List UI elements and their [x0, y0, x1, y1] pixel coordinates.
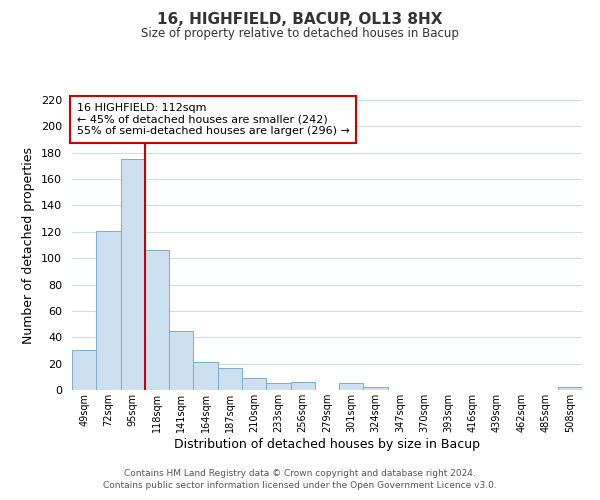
- Bar: [121, 160, 145, 390]
- Bar: [218, 368, 242, 390]
- Text: 16, HIGHFIELD, BACUP, OL13 8HX: 16, HIGHFIELD, BACUP, OL13 8HX: [157, 12, 443, 28]
- Bar: [169, 330, 193, 390]
- Bar: [96, 230, 121, 390]
- X-axis label: Distribution of detached houses by size in Bacup: Distribution of detached houses by size …: [174, 438, 480, 450]
- Bar: [266, 384, 290, 390]
- Text: Contains HM Land Registry data © Crown copyright and database right 2024.: Contains HM Land Registry data © Crown c…: [124, 468, 476, 477]
- Bar: [290, 382, 315, 390]
- Bar: [242, 378, 266, 390]
- Text: Contains public sector information licensed under the Open Government Licence v3: Contains public sector information licen…: [103, 481, 497, 490]
- Bar: [72, 350, 96, 390]
- Bar: [193, 362, 218, 390]
- Bar: [339, 384, 364, 390]
- Bar: [558, 388, 582, 390]
- Y-axis label: Number of detached properties: Number of detached properties: [22, 146, 35, 344]
- Text: Size of property relative to detached houses in Bacup: Size of property relative to detached ho…: [141, 28, 459, 40]
- Text: 16 HIGHFIELD: 112sqm
← 45% of detached houses are smaller (242)
55% of semi-deta: 16 HIGHFIELD: 112sqm ← 45% of detached h…: [77, 102, 350, 136]
- Bar: [364, 388, 388, 390]
- Bar: [145, 250, 169, 390]
